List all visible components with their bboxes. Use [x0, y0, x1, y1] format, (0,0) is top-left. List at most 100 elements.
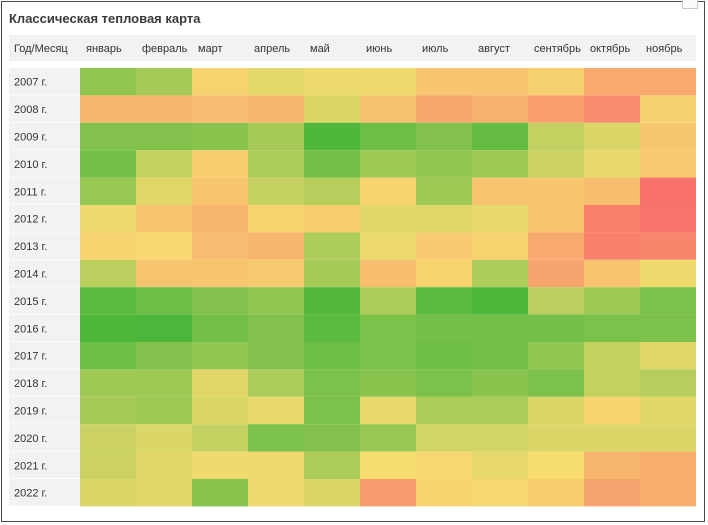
heatmap-cell: [528, 95, 584, 123]
heatmap-cell: [136, 369, 192, 397]
heatmap-cell: [416, 95, 472, 123]
heatmap-cell: [80, 232, 136, 260]
row-label: 2008 г.: [14, 104, 47, 116]
heatmap-cell: [80, 68, 136, 96]
heatmap-cell: [192, 369, 248, 397]
heatmap-cell: [248, 369, 304, 397]
row-label: 2012 г.: [14, 214, 47, 226]
heatmap-cell: [640, 314, 696, 342]
heatmap-cell: [248, 424, 304, 452]
heatmap-cell: [136, 424, 192, 452]
heatmap-cell: [136, 314, 192, 342]
heatmap-cell: [640, 205, 696, 233]
heatmap-cell: [192, 314, 248, 342]
row-label: 2016 г.: [14, 323, 47, 335]
heatmap-cell: [136, 287, 192, 315]
row-label: 2015 г.: [14, 296, 47, 308]
heatmap-cell: [416, 287, 472, 315]
heatmap-cell: [360, 287, 416, 315]
heatmap-cell: [304, 232, 360, 260]
heatmap-cell: [416, 150, 472, 178]
heatmap-cell: [360, 396, 416, 425]
heatmap-cell: [528, 177, 584, 205]
row-label: 2007 г.: [14, 77, 47, 89]
row-label-cell: [9, 287, 80, 315]
row-label-cell: [9, 259, 80, 288]
heatmap-cell: [192, 342, 248, 370]
heatmap-cell: [584, 150, 640, 178]
heatmap-cell: [192, 287, 248, 315]
heatmap-cell: [528, 424, 584, 452]
heatmap-cell: [472, 68, 528, 96]
heatmap-cell: [472, 177, 528, 205]
heatmap-cell: [248, 122, 304, 151]
row-label: 2022 г.: [14, 488, 47, 500]
column-header: август: [478, 43, 510, 55]
heatmap-cell: [80, 150, 136, 178]
heatmap-cell: [304, 259, 360, 288]
heatmap-cell: [248, 205, 304, 233]
heatmap-cell: [192, 451, 248, 479]
heatmap-cell: [248, 95, 304, 123]
heatmap-cell: [136, 205, 192, 233]
heatmap-cell: [528, 451, 584, 479]
heatmap-cell: [584, 479, 640, 507]
column-header: июль: [422, 43, 449, 55]
heatmap-cell: [80, 396, 136, 425]
column-header: ноябрь: [646, 43, 683, 55]
heatmap-cell: [192, 95, 248, 123]
heatmap-cell: [528, 259, 584, 288]
heatmap-cell: [528, 287, 584, 315]
heatmap-cell: [304, 424, 360, 452]
heatmap-cell: [192, 479, 248, 507]
heatmap-cell: [192, 259, 248, 288]
heatmap-cell: [584, 95, 640, 123]
row-label: 2014 г.: [14, 269, 47, 281]
heatmap-cell: [192, 150, 248, 178]
heatmap-cell: [248, 396, 304, 425]
heatmap-cell: [360, 122, 416, 151]
heatmap-cell: [360, 68, 416, 96]
row-label-cell: [9, 342, 80, 370]
heatmap-cell: [304, 369, 360, 397]
heatmap-cell: [360, 95, 416, 123]
column-header: сентябрь: [534, 43, 581, 55]
heatmap-cell: [360, 369, 416, 397]
heatmap-cell: [528, 369, 584, 397]
heatmap-cell: [528, 205, 584, 233]
row-label-cell: [9, 232, 80, 260]
heatmap-cell: [528, 150, 584, 178]
heatmap-cell: [584, 205, 640, 233]
heatmap-cell: [80, 369, 136, 397]
heatmap-cell: [136, 396, 192, 425]
column-header: январь: [86, 43, 122, 55]
heatmap-cell: [248, 259, 304, 288]
heatmap-cell: [472, 232, 528, 260]
chart-title: Классическая тепловая карта: [9, 11, 201, 26]
row-label: 2009 г.: [14, 132, 47, 144]
row-label-cell: [9, 369, 80, 397]
heatmap-cell: [80, 479, 136, 507]
heatmap-cell: [640, 396, 696, 425]
heatmap-cell: [472, 424, 528, 452]
heatmap-cell: [136, 479, 192, 507]
heatmap-cell: [472, 259, 528, 288]
heatmap-cell: [416, 451, 472, 479]
heatmap-cell: [304, 451, 360, 479]
heatmap-cell: [584, 287, 640, 315]
heatmap-cell: [640, 479, 696, 507]
column-header: июнь: [366, 43, 392, 55]
column-header: февраль: [142, 43, 188, 55]
heatmap-cell: [360, 314, 416, 342]
heatmap-cell: [360, 232, 416, 260]
column-header: март: [198, 43, 223, 55]
row-label: 2011 г.: [14, 186, 46, 198]
heatmap-cell: [640, 342, 696, 370]
heatmap-cell: [416, 205, 472, 233]
heatmap-cell: [528, 314, 584, 342]
row-label-cell: [9, 314, 80, 342]
heatmap-cell: [472, 479, 528, 507]
heatmap-cell: [472, 396, 528, 425]
heatmap-cell: [640, 259, 696, 288]
